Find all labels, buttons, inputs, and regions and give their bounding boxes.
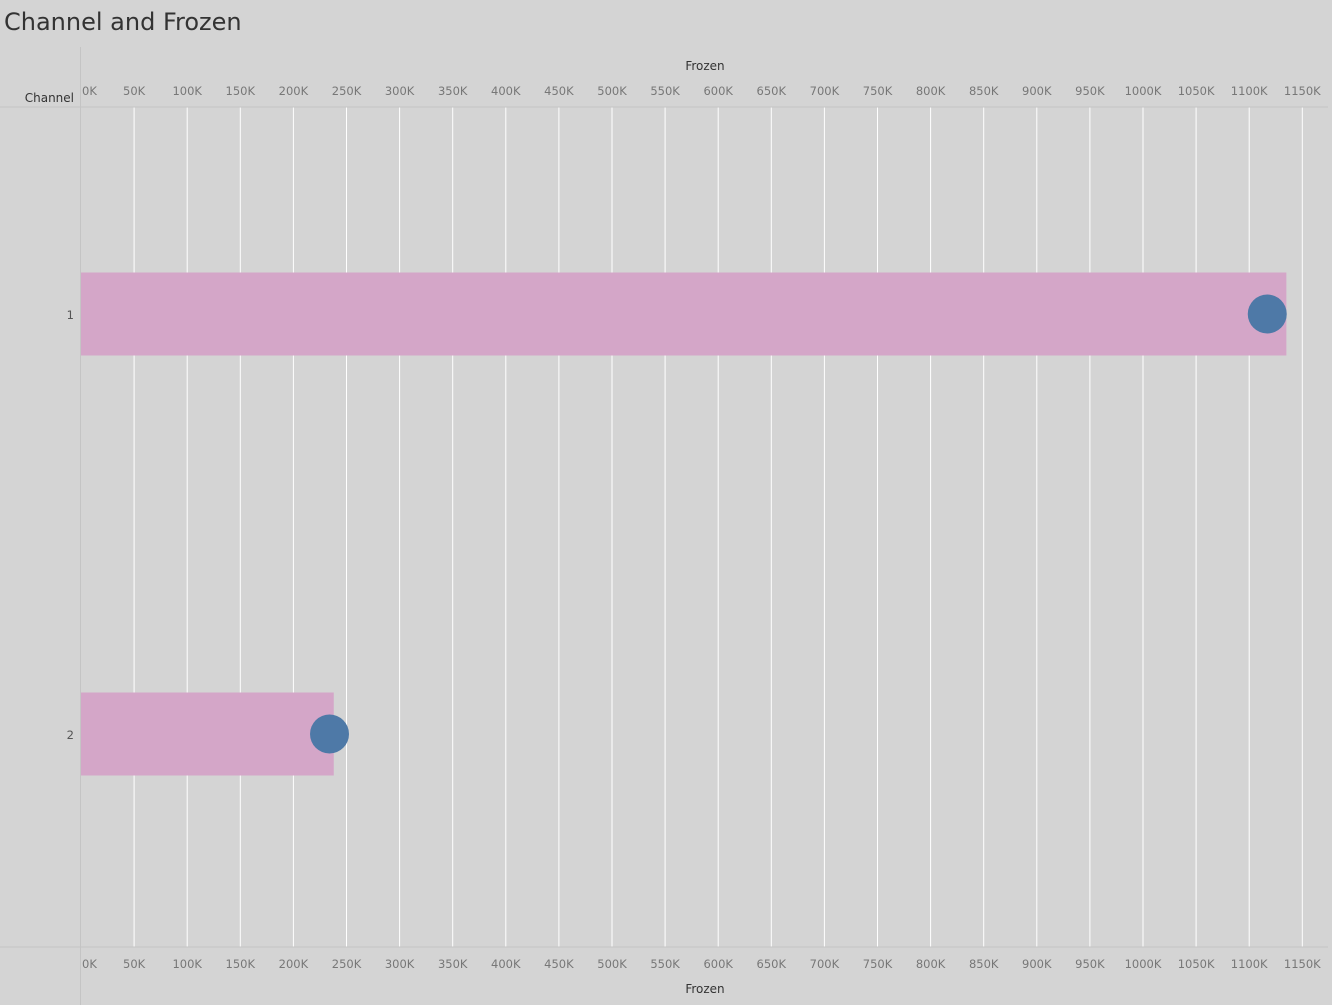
x-tick-label-bottom: 100K [172,957,202,971]
x-tick-label-bottom: 900K [1022,957,1052,971]
x-tick-label-bottom: 1050K [1178,957,1215,971]
x-tick-label-bottom: 650K [757,957,787,971]
x-tick-label-top: 250K [332,84,362,98]
x-tick-label-top: 1100K [1231,84,1268,98]
x-tick-label-top: 950K [1075,84,1105,98]
bar [81,692,334,776]
x-tick-label-bottom: 350K [438,957,468,971]
x-tick-label-bottom: 150K [226,957,256,971]
x-tick-label-bottom: 700K [810,957,840,971]
x-tick-label-top: 150K [226,84,256,98]
gridlines [133,107,1303,947]
y-axis-title: Channel [25,91,74,105]
x-tick-label-bottom: 0K [82,957,97,971]
x-tick-label-bottom: 800K [916,957,946,971]
category-label: 1 [67,308,74,322]
marker-circle [310,714,350,754]
category-label: 2 [67,728,74,742]
chart-title: Channel and Frozen [4,8,242,36]
x-tick-label-bottom: 850K [969,957,999,971]
x-tick-label-bottom: 750K [863,957,893,971]
x-tick-label-bottom: 600K [703,957,733,971]
x-tick-label-top: 500K [597,84,627,98]
bar [81,272,1287,356]
x-tick-label-bottom: 50K [123,957,146,971]
x-tick-label-top: 600K [703,84,733,98]
x-tick-label-bottom: 550K [650,957,680,971]
x-tick-label-top: 900K [1022,84,1052,98]
x-tick-label-bottom: 300K [385,957,415,971]
marker-circle [1247,294,1287,334]
axes: 0K0K50K50K100K100K150K150K200K200K250K25… [0,47,1328,1005]
x-tick-label-top: 400K [491,84,521,98]
x-tick-label-bottom: 450K [544,957,574,971]
x-tick-label-top: 1150K [1284,84,1321,98]
x-tick-label-top: 700K [810,84,840,98]
x-tick-label-bottom: 500K [597,957,627,971]
x-tick-label-top: 650K [757,84,787,98]
x-tick-label-bottom: 1150K [1284,957,1321,971]
x-tick-label-bottom: 950K [1075,957,1105,971]
x-tick-label-top: 300K [385,84,415,98]
x-tick-label-bottom: 400K [491,957,521,971]
x-tick-label-top: 0K [82,84,97,98]
x-tick-label-top: 800K [916,84,946,98]
x-tick-label-top: 1000K [1125,84,1162,98]
x-tick-label-top: 550K [650,84,680,98]
x-tick-label-bottom: 1100K [1231,957,1268,971]
x-tick-label-top: 750K [863,84,893,98]
x-tick-label-top: 1050K [1178,84,1215,98]
markers [310,294,1287,754]
x-tick-label-top: 850K [969,84,999,98]
x-axis-title-bottom: Frozen [685,982,724,996]
x-tick-label-bottom: 200K [279,957,309,971]
bars [81,272,1287,776]
x-tick-label-bottom: 250K [332,957,362,971]
x-tick-label-bottom: 1000K [1125,957,1162,971]
x-axis-title-top: Frozen [685,59,724,73]
x-tick-label-top: 450K [544,84,574,98]
x-tick-label-top: 350K [438,84,468,98]
x-tick-label-top: 100K [172,84,202,98]
x-tick-label-top: 200K [279,84,309,98]
x-tick-label-top: 50K [123,84,146,98]
